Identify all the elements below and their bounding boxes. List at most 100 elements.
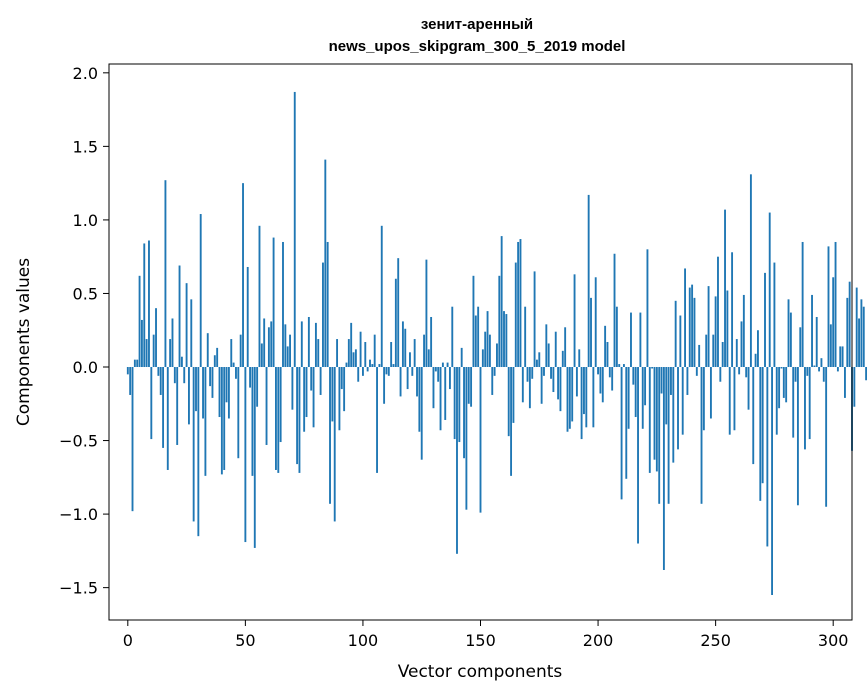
bar-178 <box>545 324 548 368</box>
bar-130 <box>432 367 435 409</box>
bar-109 <box>383 367 386 404</box>
bar-201 <box>599 367 602 394</box>
bar-38 <box>216 347 219 367</box>
bar-118 <box>404 328 407 367</box>
bar-138 <box>451 306 454 368</box>
bar-180 <box>550 367 552 379</box>
bar-312 <box>860 299 863 367</box>
bar-6 <box>140 319 143 368</box>
bar-239 <box>688 287 691 368</box>
bar-77 <box>307 316 310 367</box>
bar-150 <box>479 367 482 513</box>
y-tick-label: −1.5 <box>59 579 98 598</box>
bar-31 <box>199 214 202 367</box>
bar-269 <box>759 367 762 501</box>
bar-28 <box>192 367 195 522</box>
bar-29 <box>195 367 197 412</box>
bar-12 <box>155 308 157 368</box>
bar-67 <box>284 324 287 368</box>
bar-155 <box>491 367 494 395</box>
bar-266 <box>752 367 755 465</box>
bar-203 <box>604 325 607 368</box>
bar-69 <box>289 334 291 368</box>
bar-286 <box>799 327 802 367</box>
bar-19 <box>171 318 174 368</box>
bar-175 <box>538 352 541 368</box>
bar-270 <box>761 367 764 484</box>
bar-303 <box>839 346 842 367</box>
bar-313 <box>862 306 865 368</box>
bar-151 <box>481 349 484 367</box>
bar-104 <box>371 364 374 367</box>
bar-186 <box>564 327 567 367</box>
bar-234 <box>677 367 679 450</box>
bar-128 <box>427 349 430 367</box>
bar-273 <box>768 212 771 367</box>
bar-279 <box>782 367 785 398</box>
bar-221 <box>646 249 649 367</box>
bar-74 <box>300 321 303 368</box>
bar-268 <box>757 330 759 367</box>
bar-282 <box>789 312 792 367</box>
bar-161 <box>505 314 508 367</box>
bar-198 <box>592 367 595 428</box>
bar-156 <box>493 367 496 376</box>
bar-120 <box>409 352 411 368</box>
bar-199 <box>594 277 597 367</box>
bar-238 <box>686 367 689 395</box>
bar-132 <box>437 367 440 382</box>
x-tick-label: 50 <box>235 631 255 650</box>
bar-117 <box>401 321 404 368</box>
bar-124 <box>418 367 421 432</box>
bar-141 <box>458 367 461 443</box>
bar-103 <box>369 359 371 367</box>
bar-271 <box>764 272 766 368</box>
bar-121 <box>411 367 414 376</box>
bar-65 <box>279 367 282 443</box>
bar-106 <box>376 367 378 473</box>
bar-93 <box>345 362 348 367</box>
bar-189 <box>571 367 574 422</box>
bar-92 <box>343 367 346 412</box>
bar-188 <box>568 367 571 429</box>
bar-14 <box>159 367 162 395</box>
bar-291 <box>811 294 813 367</box>
bar-187 <box>566 367 569 432</box>
bar-24 <box>183 367 186 384</box>
bar-275 <box>773 262 776 367</box>
bar-50 <box>244 367 247 543</box>
bar-8 <box>145 339 148 368</box>
bar-101 <box>364 342 367 368</box>
bar-35 <box>209 367 212 387</box>
bar-1 <box>129 367 132 395</box>
bar-119 <box>406 367 409 390</box>
bar-197 <box>590 297 592 367</box>
bar-220 <box>644 367 647 406</box>
y-tick-label: 2.0 <box>73 64 98 83</box>
bar-174 <box>535 359 538 367</box>
x-tick-label: 300 <box>818 631 849 650</box>
bar-147 <box>472 275 475 368</box>
bar-123 <box>416 367 418 397</box>
bar-195 <box>585 367 588 428</box>
bar-116 <box>399 367 402 397</box>
bar-105 <box>373 334 376 368</box>
bar-37 <box>213 355 216 368</box>
bar-210 <box>620 367 623 500</box>
bar-23 <box>180 356 183 368</box>
bar-59 <box>265 367 268 445</box>
bar-149 <box>477 306 480 368</box>
bar-193 <box>580 367 583 440</box>
bar-68 <box>286 346 289 367</box>
bar-214 <box>630 312 632 367</box>
bar-30 <box>197 367 200 537</box>
bar-307 <box>848 281 851 367</box>
bar-272 <box>766 367 769 547</box>
bar-196 <box>587 194 590 368</box>
bar-278 <box>780 367 783 369</box>
bar-129 <box>430 316 433 367</box>
bar-284 <box>794 367 797 382</box>
bar-39 <box>218 367 221 418</box>
bar-209 <box>618 364 621 367</box>
